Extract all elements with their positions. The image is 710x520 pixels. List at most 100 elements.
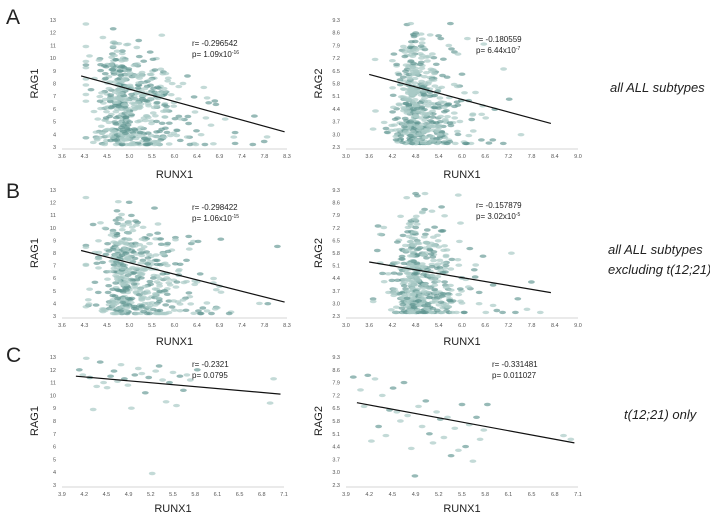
data-point bbox=[132, 74, 140, 78]
data-point bbox=[369, 297, 377, 301]
data-point bbox=[447, 267, 455, 271]
x-tick-label: 5.5 bbox=[169, 492, 177, 498]
data-point bbox=[407, 446, 415, 451]
data-point bbox=[126, 120, 134, 124]
data-point bbox=[456, 119, 464, 124]
data-point bbox=[158, 127, 166, 131]
data-point bbox=[364, 373, 372, 377]
y-tick-label: 3.7 bbox=[332, 457, 340, 463]
y-tick-label: 10 bbox=[50, 226, 56, 232]
data-point bbox=[182, 308, 190, 312]
data-point bbox=[231, 141, 239, 146]
x-tick-label: 4.9 bbox=[412, 492, 420, 498]
data-point bbox=[179, 298, 187, 302]
data-point bbox=[124, 42, 132, 46]
data-point bbox=[430, 56, 438, 60]
data-point bbox=[431, 93, 438, 98]
data-point bbox=[455, 292, 463, 297]
data-points bbox=[82, 195, 281, 316]
data-point bbox=[79, 373, 87, 377]
data-point bbox=[175, 269, 182, 273]
data-point bbox=[179, 81, 187, 86]
data-point bbox=[413, 72, 420, 77]
data-point bbox=[140, 245, 148, 249]
data-point bbox=[413, 124, 421, 128]
data-point bbox=[445, 305, 453, 309]
data-point bbox=[444, 415, 451, 419]
data-point bbox=[125, 222, 133, 226]
data-point bbox=[418, 37, 426, 41]
data-point bbox=[131, 97, 138, 101]
data-point bbox=[119, 263, 127, 267]
data-point bbox=[183, 373, 191, 377]
data-point bbox=[105, 120, 113, 125]
data-point bbox=[138, 296, 146, 300]
data-point bbox=[434, 274, 442, 279]
data-point bbox=[472, 263, 480, 267]
data-point bbox=[423, 228, 431, 232]
data-point bbox=[97, 221, 104, 225]
data-point bbox=[406, 310, 414, 315]
data-point bbox=[421, 96, 428, 101]
data-point bbox=[437, 268, 445, 272]
data-point bbox=[125, 67, 133, 71]
data-point bbox=[150, 105, 158, 110]
x-tick-label: 7.8 bbox=[261, 154, 269, 160]
regression-line bbox=[80, 75, 285, 133]
data-point bbox=[95, 266, 102, 270]
data-point bbox=[108, 105, 115, 110]
x-tick-label: 6.8 bbox=[551, 492, 559, 498]
data-point bbox=[473, 415, 480, 419]
data-point bbox=[485, 141, 493, 145]
data-point bbox=[371, 377, 379, 381]
data-point bbox=[146, 241, 154, 246]
data-point bbox=[124, 128, 131, 132]
data-point bbox=[175, 97, 182, 101]
data-point bbox=[191, 110, 199, 114]
data-point bbox=[443, 75, 451, 79]
data-point bbox=[107, 93, 115, 97]
y-tick-label: 6.5 bbox=[332, 238, 340, 244]
data-point bbox=[185, 121, 193, 126]
data-point bbox=[85, 302, 93, 306]
data-point bbox=[408, 91, 416, 96]
data-point bbox=[163, 292, 171, 296]
data-point bbox=[112, 58, 120, 62]
data-point bbox=[394, 278, 401, 282]
data-point bbox=[441, 244, 448, 248]
data-point bbox=[454, 193, 462, 197]
y-tick-label: 7 bbox=[53, 94, 56, 100]
data-point bbox=[410, 61, 417, 66]
data-point bbox=[425, 286, 433, 290]
data-point bbox=[150, 276, 157, 280]
data-point bbox=[388, 278, 396, 283]
data-point bbox=[197, 311, 205, 316]
data-point bbox=[143, 250, 151, 254]
data-point bbox=[379, 271, 386, 276]
data-point bbox=[440, 261, 448, 265]
data-point bbox=[382, 126, 390, 131]
data-point bbox=[118, 57, 126, 62]
data-point bbox=[117, 217, 125, 222]
data-point bbox=[404, 305, 411, 309]
data-point bbox=[197, 133, 205, 137]
data-point bbox=[84, 298, 92, 302]
data-point bbox=[426, 247, 434, 252]
y-tick-label: 4 bbox=[53, 132, 56, 138]
data-point bbox=[154, 296, 162, 300]
data-point bbox=[402, 243, 409, 248]
data-point bbox=[82, 195, 90, 200]
data-point bbox=[413, 222, 421, 226]
data-point bbox=[144, 142, 152, 147]
y-tick-label: 7 bbox=[53, 432, 56, 438]
data-point bbox=[112, 116, 120, 120]
data-point bbox=[124, 273, 132, 277]
data-point bbox=[401, 116, 409, 121]
data-point bbox=[173, 280, 181, 284]
x-tick-label: 3.6 bbox=[365, 154, 373, 160]
y-tick-label: 9.3 bbox=[332, 188, 340, 194]
data-point bbox=[421, 136, 429, 140]
data-point bbox=[429, 115, 437, 119]
data-point bbox=[427, 252, 435, 256]
data-point bbox=[146, 279, 154, 284]
